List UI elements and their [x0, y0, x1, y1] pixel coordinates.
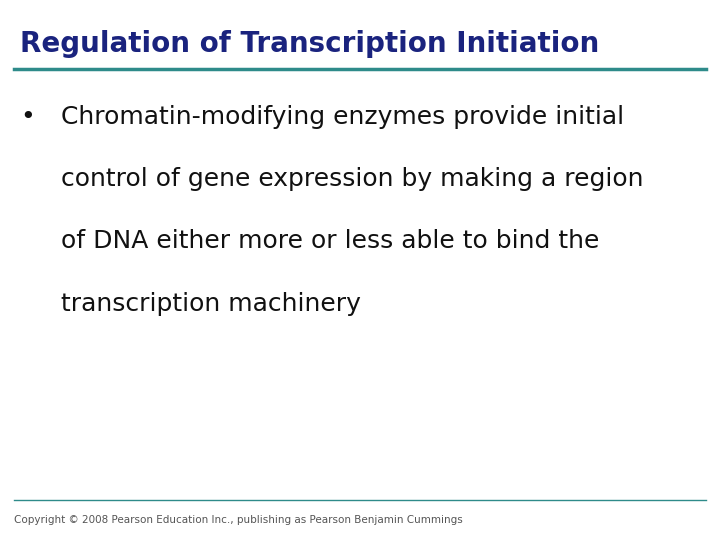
Text: control of gene expression by making a region: control of gene expression by making a r… — [61, 167, 644, 191]
Text: •: • — [20, 105, 35, 129]
Text: of DNA either more or less able to bind the: of DNA either more or less able to bind … — [61, 230, 600, 253]
Text: Chromatin-modifying enzymes provide initial: Chromatin-modifying enzymes provide init… — [61, 105, 624, 129]
Text: Regulation of Transcription Initiation: Regulation of Transcription Initiation — [20, 30, 600, 58]
Text: transcription machinery: transcription machinery — [61, 292, 361, 315]
Text: Copyright © 2008 Pearson Education Inc., publishing as Pearson Benjamin Cummings: Copyright © 2008 Pearson Education Inc.,… — [14, 515, 463, 525]
